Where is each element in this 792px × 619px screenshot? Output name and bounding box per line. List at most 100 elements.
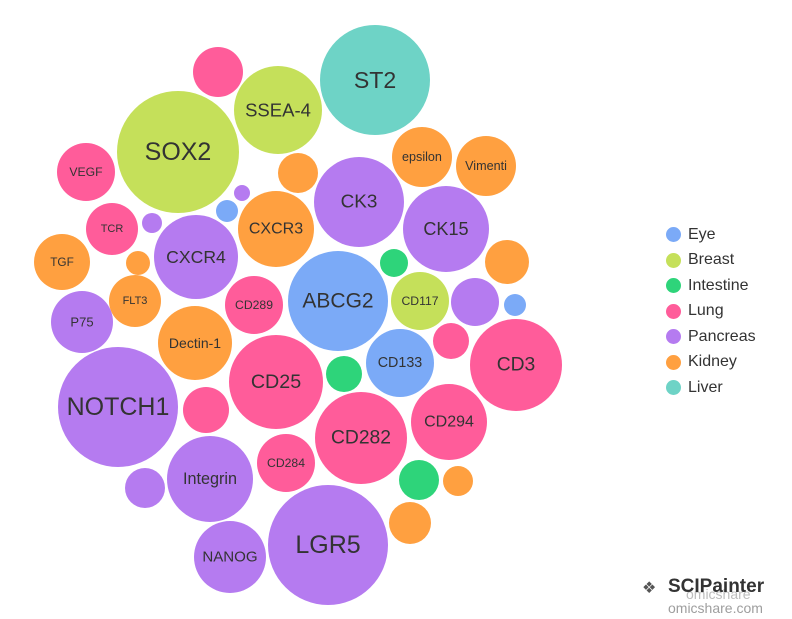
bubble: CD284	[257, 434, 315, 492]
bubble: TGF	[34, 234, 90, 290]
bubble-circle	[389, 502, 431, 544]
bubble-circle	[315, 392, 407, 484]
bubble	[504, 294, 526, 316]
bubble: CD3	[470, 319, 562, 411]
bubble-label: CXCR3	[249, 221, 303, 238]
wechat-icon: ❖	[642, 578, 657, 597]
bubble: P75	[51, 291, 113, 353]
bubble-label: LGR5	[295, 531, 360, 559]
bubble	[142, 213, 162, 233]
bubble-label: Integrin	[183, 470, 237, 488]
legend-item: Eye	[666, 222, 756, 248]
legend-swatch	[666, 303, 681, 319]
bubble-circle	[193, 47, 243, 97]
bubble-label: CD294	[424, 414, 474, 431]
bubble: Vimenti	[456, 136, 516, 196]
bubble-label: ST2	[354, 67, 396, 93]
legend-label: Eye	[688, 225, 716, 243]
bubble	[125, 468, 165, 508]
bubble-label: TCR	[101, 223, 124, 235]
bubble: LGR5	[268, 485, 388, 605]
bubble: CD25	[229, 335, 323, 429]
bubble: CD282	[315, 392, 407, 484]
bubble-circle	[288, 251, 388, 351]
bubble-circle	[225, 276, 283, 334]
bubble	[216, 200, 238, 222]
bubble-circle	[403, 186, 489, 272]
bubble: CD289	[225, 276, 283, 334]
legend-swatch	[666, 252, 681, 268]
bubble: ABCG2	[288, 251, 388, 351]
bubble: CD133	[366, 329, 434, 397]
bubble-circle	[154, 215, 238, 299]
watermark-brand: SCIPainter	[668, 576, 765, 597]
bubble-label: VEGF	[69, 165, 102, 179]
bubble-circle	[278, 153, 318, 193]
bubble	[193, 47, 243, 97]
bubble: TCR	[86, 203, 138, 255]
bubble-label: Vimenti	[465, 159, 507, 173]
bubble: VEGF	[57, 143, 115, 201]
bubble: CD294	[411, 384, 487, 460]
legend-label: Kidney	[688, 353, 737, 371]
watermark: ❖ omicshare SCIPainter omicshare.com	[620, 572, 790, 616]
bubble-label: epsilon	[402, 150, 442, 164]
bubble-circle	[451, 278, 499, 326]
bubble-circle	[158, 306, 232, 380]
bubble-circle	[380, 249, 408, 277]
legend-item: Liver	[666, 375, 756, 401]
bubble-circle	[326, 356, 362, 392]
bubble	[326, 356, 362, 392]
bubble-circle	[470, 319, 562, 411]
bubble-label: P75	[70, 315, 93, 330]
bubble-circle	[34, 234, 90, 290]
bubble	[433, 323, 469, 359]
bubble-circle	[126, 251, 150, 275]
chart-legend: Eye Breast Intestine Lung Pancreas Kidney Live…	[666, 222, 756, 401]
bubble: SOX2	[117, 91, 239, 213]
bubble-label: CK15	[423, 219, 468, 239]
bubble-circle	[392, 127, 452, 187]
bubble-circle	[216, 200, 238, 222]
bubble-label: SOX2	[145, 138, 212, 166]
legend-item: Pancreas	[666, 324, 756, 350]
bubble-label: NANOG	[202, 549, 257, 566]
bubble-label: CD3	[497, 355, 536, 376]
legend-swatch	[666, 354, 681, 370]
legend-item: Intestine	[666, 273, 756, 299]
bubble-circle	[504, 294, 526, 316]
bubble-circle	[411, 384, 487, 460]
legend-swatch	[666, 380, 681, 396]
legend-label: Intestine	[688, 276, 749, 294]
bubble	[234, 185, 250, 201]
bubble-circle	[194, 521, 266, 593]
bubble-label: FLT3	[123, 295, 148, 307]
bubble-circle	[485, 240, 529, 284]
bubble-circle	[167, 436, 253, 522]
bubble	[443, 466, 473, 496]
bubble-circle	[86, 203, 138, 255]
legend-item: Breast	[666, 248, 756, 274]
bubble-circle	[183, 387, 229, 433]
bubble-circle	[456, 136, 516, 196]
bubble-circle	[443, 466, 473, 496]
bubble-label: CD282	[331, 428, 391, 449]
bubble-circle	[366, 329, 434, 397]
bubble: CXCR4	[154, 215, 238, 299]
bubble: NANOG	[194, 521, 266, 593]
bubble-circle	[142, 213, 162, 233]
bubble-circle	[109, 275, 161, 327]
bubble: Dectin-1	[158, 306, 232, 380]
bubble: epsilon	[392, 127, 452, 187]
bubble-label: ABCG2	[302, 290, 373, 313]
bubble-label: Dectin-1	[169, 335, 221, 351]
watermark-site-overlay: omicshare	[686, 586, 751, 602]
legend-swatch	[666, 329, 681, 345]
bubble-circle	[234, 66, 322, 154]
bubble-circle	[234, 185, 250, 201]
bubble: CXCR3	[238, 191, 314, 267]
legend-item: Kidney	[666, 350, 756, 376]
bubble-circle	[229, 335, 323, 429]
bubble-circle	[51, 291, 113, 353]
